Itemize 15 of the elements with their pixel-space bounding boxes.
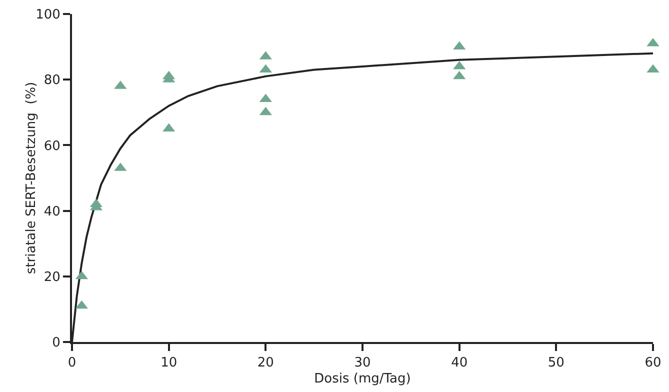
x-tick-label: 60 (644, 356, 662, 371)
x-tick-label: 10 (160, 356, 178, 371)
x-tick-label: 40 (451, 356, 468, 371)
y-tick-label: 60 (44, 138, 60, 154)
x-tick-label: 20 (257, 356, 274, 371)
x-axis-title: Dosis (mg/Tag) (314, 372, 411, 387)
y-tick-label: 20 (44, 270, 60, 285)
x-tick-label: 30 (354, 356, 371, 371)
y-tick-label: 40 (44, 204, 60, 220)
y-tick-label: 100 (36, 8, 60, 23)
x-tick-label: 0 (68, 356, 76, 371)
y-tick-label: 80 (44, 73, 60, 88)
y-axis-title: striatale SERT-Besetzung (%) (24, 82, 39, 274)
y-tick-label: 0 (52, 336, 60, 351)
x-tick-label: 50 (548, 356, 564, 371)
